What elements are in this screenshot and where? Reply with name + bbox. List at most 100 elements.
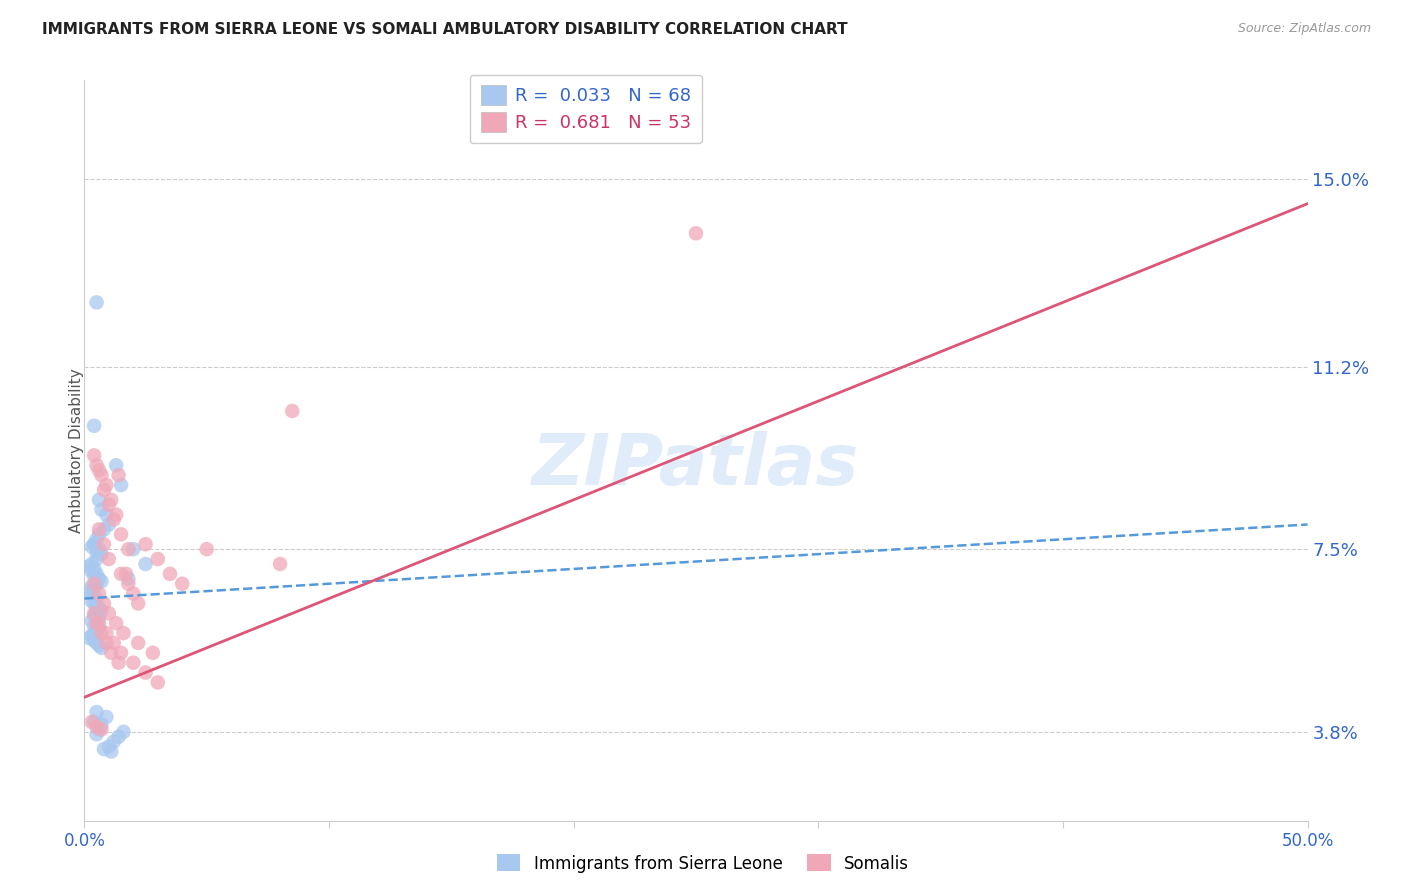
Point — [135, 557, 157, 571]
Point — [90, 547, 112, 561]
Text: Source: ZipAtlas.com: Source: ZipAtlas.com — [1237, 22, 1371, 36]
Point — [87, 523, 110, 537]
Point — [122, 542, 145, 557]
Point — [83, 589, 105, 603]
Point — [100, 646, 122, 660]
Point — [90, 604, 112, 618]
Point — [86, 544, 108, 558]
Point — [117, 576, 139, 591]
Point — [105, 458, 128, 473]
Point — [80, 579, 103, 593]
Point — [83, 537, 105, 551]
Point — [80, 594, 103, 608]
Point — [80, 565, 103, 579]
Point — [122, 586, 145, 600]
Point — [83, 626, 105, 640]
Point — [110, 527, 132, 541]
Point — [97, 739, 120, 754]
Point — [80, 557, 103, 571]
Point — [107, 656, 129, 670]
Point — [127, 597, 149, 611]
Point — [122, 656, 145, 670]
Point — [87, 463, 110, 477]
Point — [112, 724, 135, 739]
Point — [86, 705, 108, 719]
Point — [86, 599, 108, 613]
Point — [172, 576, 194, 591]
Point — [117, 572, 139, 586]
Point — [87, 586, 110, 600]
Point — [105, 616, 128, 631]
Point — [97, 498, 120, 512]
Point — [86, 458, 108, 473]
Point — [93, 523, 115, 537]
Text: ZIPatlas: ZIPatlas — [533, 431, 859, 500]
Text: IMMIGRANTS FROM SIERRA LEONE VS SOMALI AMBULATORY DISABILITY CORRELATION CHART: IMMIGRANTS FROM SIERRA LEONE VS SOMALI A… — [42, 22, 848, 37]
Point — [90, 723, 112, 737]
Point — [86, 616, 108, 631]
Point — [96, 508, 118, 522]
Point — [83, 562, 105, 576]
Point — [83, 569, 105, 583]
Point — [96, 478, 118, 492]
Point — [87, 639, 110, 653]
Point — [87, 542, 110, 557]
Point — [83, 714, 105, 729]
Point — [77, 559, 100, 574]
Point — [86, 295, 108, 310]
Point — [110, 646, 132, 660]
Point — [87, 616, 110, 631]
Point — [87, 572, 110, 586]
Point — [80, 614, 103, 628]
Legend: R =  0.033   N = 68, R =  0.681   N = 53: R = 0.033 N = 68, R = 0.681 N = 53 — [470, 75, 702, 144]
Point — [103, 636, 125, 650]
Point — [142, 646, 165, 660]
Point — [146, 552, 169, 566]
Point — [93, 742, 115, 756]
Point — [93, 483, 115, 497]
Point — [87, 527, 110, 541]
Point — [83, 607, 105, 621]
Point — [87, 611, 110, 625]
Point — [83, 608, 105, 623]
Point — [281, 404, 304, 418]
Point — [87, 492, 110, 507]
Point — [93, 597, 115, 611]
Point — [96, 710, 118, 724]
Point — [86, 607, 108, 621]
Point — [97, 517, 120, 532]
Y-axis label: Ambulatory Disability: Ambulatory Disability — [69, 368, 83, 533]
Point — [115, 566, 138, 581]
Point — [127, 636, 149, 650]
Point — [86, 566, 108, 581]
Point — [83, 449, 105, 463]
Point — [83, 582, 105, 596]
Point — [195, 542, 218, 557]
Point — [103, 512, 125, 526]
Point — [86, 720, 108, 734]
Point — [135, 665, 157, 680]
Point — [97, 552, 120, 566]
Point — [83, 618, 105, 632]
Point — [90, 717, 112, 731]
Point — [90, 574, 112, 589]
Point — [80, 540, 103, 554]
Point — [96, 626, 118, 640]
Point — [110, 478, 132, 492]
Point — [135, 537, 157, 551]
Point — [103, 734, 125, 748]
Point — [107, 730, 129, 744]
Point — [112, 626, 135, 640]
Point — [90, 502, 112, 516]
Point — [100, 492, 122, 507]
Point — [80, 714, 103, 729]
Point — [86, 533, 108, 547]
Point — [86, 552, 108, 566]
Point — [80, 586, 103, 600]
Point — [86, 624, 108, 638]
Point — [159, 566, 181, 581]
Point — [86, 576, 108, 591]
Point — [93, 537, 115, 551]
Legend: Immigrants from Sierra Leone, Somalis: Immigrants from Sierra Leone, Somalis — [491, 847, 915, 880]
Point — [90, 640, 112, 655]
